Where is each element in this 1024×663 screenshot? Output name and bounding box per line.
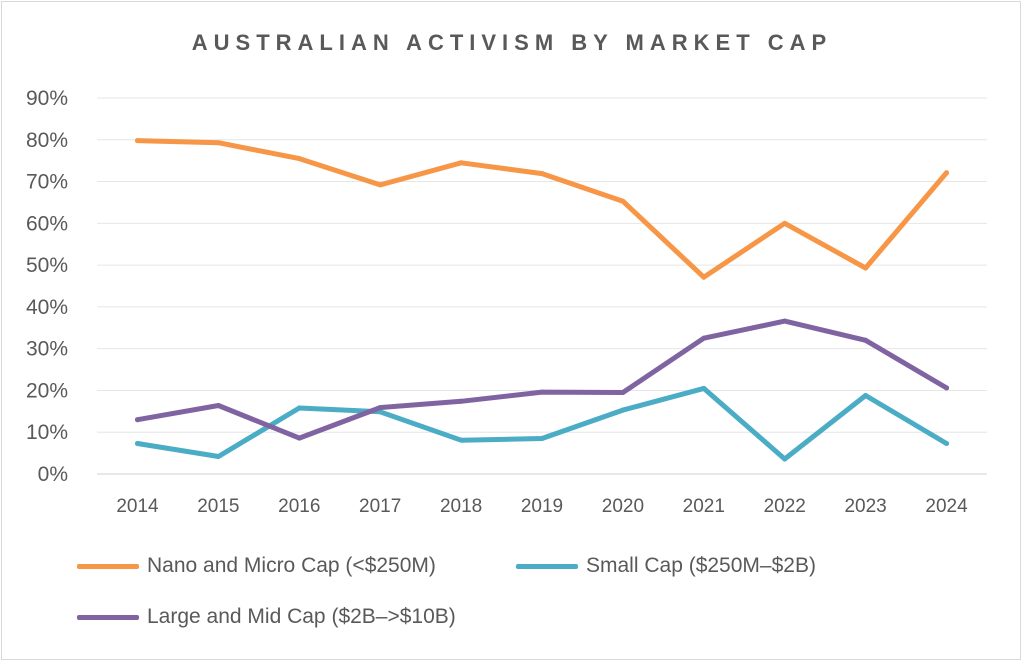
data-point: [782, 456, 788, 462]
legend-label-nano-micro: Nano and Micro Cap (<$250M): [147, 554, 436, 577]
data-point: [782, 220, 788, 226]
data-point: [134, 417, 140, 423]
legend-item-large-mid: Large and Mid Cap ($2B–>$10B): [77, 605, 456, 629]
data-point: [134, 138, 140, 144]
data-point: [863, 337, 869, 343]
legend-label-large-mid: Large and Mid Cap ($2B–>$10B): [147, 605, 456, 628]
x-tick-label: 2022: [764, 496, 806, 517]
x-tick-label: 2020: [602, 496, 644, 517]
data-point: [296, 405, 302, 411]
chart-title: AUSTRALIAN ACTIVISM BY MARKET CAP: [191, 30, 833, 55]
legend-swatch-small-cap: [516, 563, 578, 569]
x-tick-label: 2016: [278, 496, 320, 517]
legend-swatch-nano-micro: [77, 563, 139, 569]
data-point: [944, 385, 950, 391]
legend-item-small-cap: Small Cap ($250M–$2B): [516, 554, 816, 578]
x-tick-label: 2023: [844, 496, 886, 517]
data-point: [863, 265, 869, 271]
data-point: [134, 441, 140, 447]
data-point: [701, 274, 707, 280]
y-tick-label: 90%: [26, 87, 68, 110]
legend-label-small-cap: Small Cap ($250M–$2B): [586, 554, 816, 577]
data-point: [458, 160, 464, 166]
series-line-2: [135, 318, 949, 441]
data-point: [944, 441, 950, 447]
data-point: [944, 170, 950, 176]
data-point: [863, 392, 869, 398]
y-tick-label: 40%: [26, 296, 68, 319]
x-tick-label: 2019: [521, 496, 563, 517]
data-point: [458, 437, 464, 443]
data-point: [377, 405, 383, 411]
x-tick-label: 2024: [925, 496, 968, 517]
data-point: [539, 171, 545, 177]
data-point: [701, 335, 707, 341]
legend-item-nano-micro: Nano and Micro Cap (<$250M): [77, 554, 436, 578]
data-point: [215, 140, 221, 146]
x-tick-label: 2015: [197, 496, 239, 517]
legend-swatch-large-mid: [77, 614, 139, 620]
y-tick-label: 30%: [26, 338, 68, 361]
y-tick-label: 60%: [26, 212, 68, 235]
data-point: [296, 156, 302, 162]
x-tick-label: 2017: [359, 496, 401, 517]
y-tick-label: 0%: [38, 463, 68, 486]
data-point: [539, 435, 545, 441]
data-point: [701, 385, 707, 391]
x-tick-label: 2014: [116, 496, 159, 517]
y-tick-label: 10%: [26, 421, 68, 444]
x-tick-label: 2021: [683, 496, 725, 517]
y-tick-label: 50%: [26, 254, 68, 277]
y-tick-label: 20%: [26, 379, 68, 402]
y-tick-label: 70%: [26, 171, 68, 194]
data-point: [215, 453, 221, 459]
x-tick-label: 2018: [440, 496, 482, 517]
data-point: [539, 389, 545, 395]
data-point: [620, 198, 626, 204]
data-point: [620, 407, 626, 413]
y-tick-label: 80%: [26, 129, 68, 152]
data-point: [296, 435, 302, 441]
data-point: [620, 390, 626, 396]
data-point: [782, 318, 788, 324]
data-point: [458, 398, 464, 404]
data-point: [377, 182, 383, 188]
data-point: [215, 402, 221, 408]
series-line-0: [135, 138, 949, 280]
